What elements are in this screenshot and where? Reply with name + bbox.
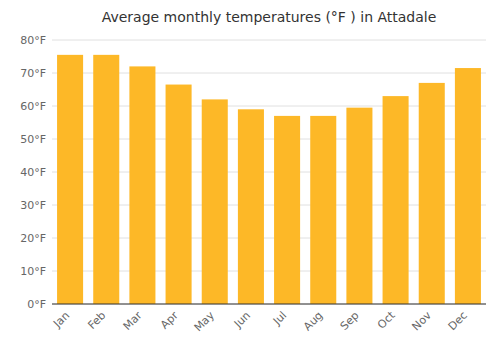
x-tick-label: Jul [270,309,289,328]
bar [238,109,264,304]
x-tick-label: Jun [231,309,253,331]
grid-line [52,304,486,305]
bar [202,99,228,304]
y-tick-label: 40°F [20,166,46,179]
x-axis-line [52,304,486,305]
x-tick-label: Oct [375,308,398,331]
chart: Average monthly temperatures (°F ) in At… [0,0,500,350]
bar [419,83,445,304]
bar [93,55,119,304]
y-tick-label: 10°F [20,265,46,278]
x-tick-label: Sep [338,309,362,333]
bar [310,116,336,304]
x-tick-label: Dec [446,309,470,333]
bar [166,85,192,304]
x-tick-label: Jan [50,309,72,331]
y-tick-label: 80°F [20,34,46,47]
bar [57,55,83,304]
y-tick-label: 30°F [20,199,46,212]
x-tick-label: Apr [158,309,181,332]
y-tick-label: 70°F [20,67,46,80]
y-tick-label: 60°F [20,100,46,113]
bar [455,68,481,304]
bars [57,55,481,304]
title: Average monthly temperatures (°F ) in At… [102,9,437,25]
x-tick-label: Aug [301,309,325,333]
x-tick-label: Nov [409,309,434,334]
grid [52,40,486,304]
chart-container: Average monthly temperatures (°F ) in At… [0,0,500,350]
x-tick-label: Mar [121,309,145,333]
grid-line [52,40,486,41]
bar [274,116,300,304]
bar [129,66,155,304]
x-tick-label: Feb [85,309,108,332]
y-tick-label: 0°F [27,298,46,311]
y-tick-label: 20°F [20,232,46,245]
bar [383,96,409,304]
x-tick-label: May [192,309,218,335]
bar [346,108,372,304]
y-tick-label: 50°F [20,133,46,146]
